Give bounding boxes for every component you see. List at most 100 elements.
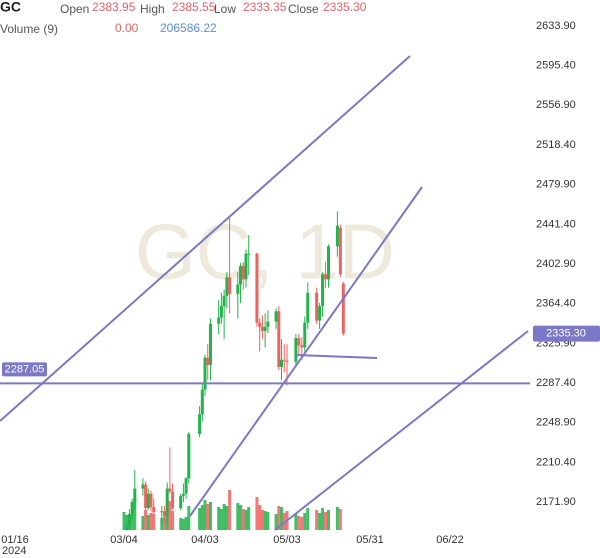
candle-body — [241, 265, 245, 280]
candle-body — [149, 493, 153, 508]
candle-body — [277, 311, 281, 367]
volume-bar — [338, 509, 342, 530]
candle-body — [247, 253, 251, 255]
volume-bar — [258, 505, 262, 530]
last-price-box — [533, 325, 600, 342]
y-tick-label: 2402.90 — [536, 258, 576, 270]
volume-bar — [239, 505, 243, 530]
close-value: 2335.30 — [323, 0, 367, 14]
y-tick-label: 2171.90 — [536, 496, 576, 508]
volume-bar — [200, 505, 204, 530]
candle-body — [125, 526, 129, 530]
volume-bar — [219, 509, 223, 530]
candle-body — [327, 246, 330, 280]
volume-bar — [144, 510, 148, 530]
y-tick-label: 2210.40 — [536, 456, 576, 468]
candle-body — [179, 495, 183, 509]
volume-bar — [206, 504, 210, 530]
candle-body — [225, 277, 229, 296]
candle-body — [315, 292, 319, 321]
low-value: 2333.35 — [243, 0, 287, 14]
low-label: Low — [214, 2, 236, 16]
candle-body — [144, 484, 148, 509]
candle-body — [141, 484, 145, 489]
candle-body — [260, 326, 264, 331]
y-tick-label: 2518.40 — [536, 139, 576, 151]
volume-bar — [263, 511, 267, 530]
level-label: 2287.05 — [5, 363, 45, 375]
x-tick-label: 01/16 — [1, 534, 29, 546]
candle-body — [285, 360, 289, 362]
volume-bar — [266, 512, 270, 530]
x-tick-label: 04/03 — [191, 534, 219, 546]
volume-bar — [217, 507, 221, 530]
watermark: GC, 1D — [135, 208, 395, 296]
x-tick-label: 03/04 — [110, 534, 138, 546]
y-tick-label: 2441.40 — [536, 218, 576, 230]
candle-body — [297, 338, 301, 346]
volume-bar — [130, 513, 134, 530]
volume-bar — [324, 512, 328, 530]
y-tick-label: 2248.90 — [536, 417, 576, 429]
volume-bar — [163, 517, 166, 530]
open-label: Open — [60, 2, 89, 16]
volume-bar — [321, 508, 325, 530]
candle-body — [133, 488, 137, 502]
volume-bar — [179, 518, 183, 530]
x-tick-label: 05/31 — [356, 534, 384, 546]
volume-bar — [222, 504, 226, 530]
candle-body — [263, 326, 267, 331]
high-value: 2385.55 — [172, 0, 216, 14]
volume-bar — [181, 519, 185, 530]
candle-body — [321, 274, 325, 307]
trend-line — [0, 55, 411, 422]
volume-bar — [255, 497, 259, 530]
candle-body — [280, 359, 284, 367]
x-year-label: 2024 — [2, 545, 26, 557]
candle-body — [219, 306, 223, 318]
candle-body — [200, 389, 204, 415]
volume-bar — [228, 490, 232, 530]
candle-body — [163, 511, 166, 517]
volume-bar — [315, 510, 319, 530]
trend-line — [294, 354, 378, 359]
volume-bar — [133, 498, 137, 530]
y-tick-label: 2633.90 — [536, 20, 576, 32]
last-price-label: 2335.30 — [546, 328, 586, 340]
volume-bar — [241, 509, 245, 530]
volume-bar — [168, 501, 172, 530]
candle-body — [168, 488, 172, 492]
volume-bar — [294, 514, 298, 530]
volume-bar — [260, 510, 264, 530]
candle-body — [198, 414, 202, 434]
close-label: Close — [288, 2, 319, 16]
volume-bar — [244, 510, 248, 530]
volume-bar — [318, 513, 322, 530]
candle-body — [338, 227, 342, 275]
volume-bar — [184, 517, 188, 530]
candle-body — [203, 357, 207, 390]
candle-body — [152, 507, 156, 513]
candle-body — [303, 322, 307, 348]
candle-body — [206, 357, 210, 365]
y-tick-label: 2479.90 — [536, 179, 576, 191]
candle-body — [208, 323, 212, 365]
plot-area — [122, 211, 345, 530]
volume-bar — [152, 514, 156, 530]
volume-bar — [122, 512, 126, 530]
volume-value: 0.00 — [115, 21, 139, 35]
candle-body — [130, 501, 134, 515]
high-label: High — [140, 2, 165, 16]
volume-bar — [225, 506, 229, 530]
candle-body — [160, 511, 164, 513]
y-tick-label: 2287.40 — [536, 377, 576, 389]
candle-body — [171, 491, 175, 509]
candle-body — [306, 292, 310, 323]
volume-bar — [274, 514, 278, 530]
candle-body — [324, 274, 328, 280]
candle-body — [335, 225, 339, 247]
volume-bar — [236, 503, 240, 530]
candle-body — [294, 338, 298, 362]
level-label-box — [2, 362, 47, 377]
